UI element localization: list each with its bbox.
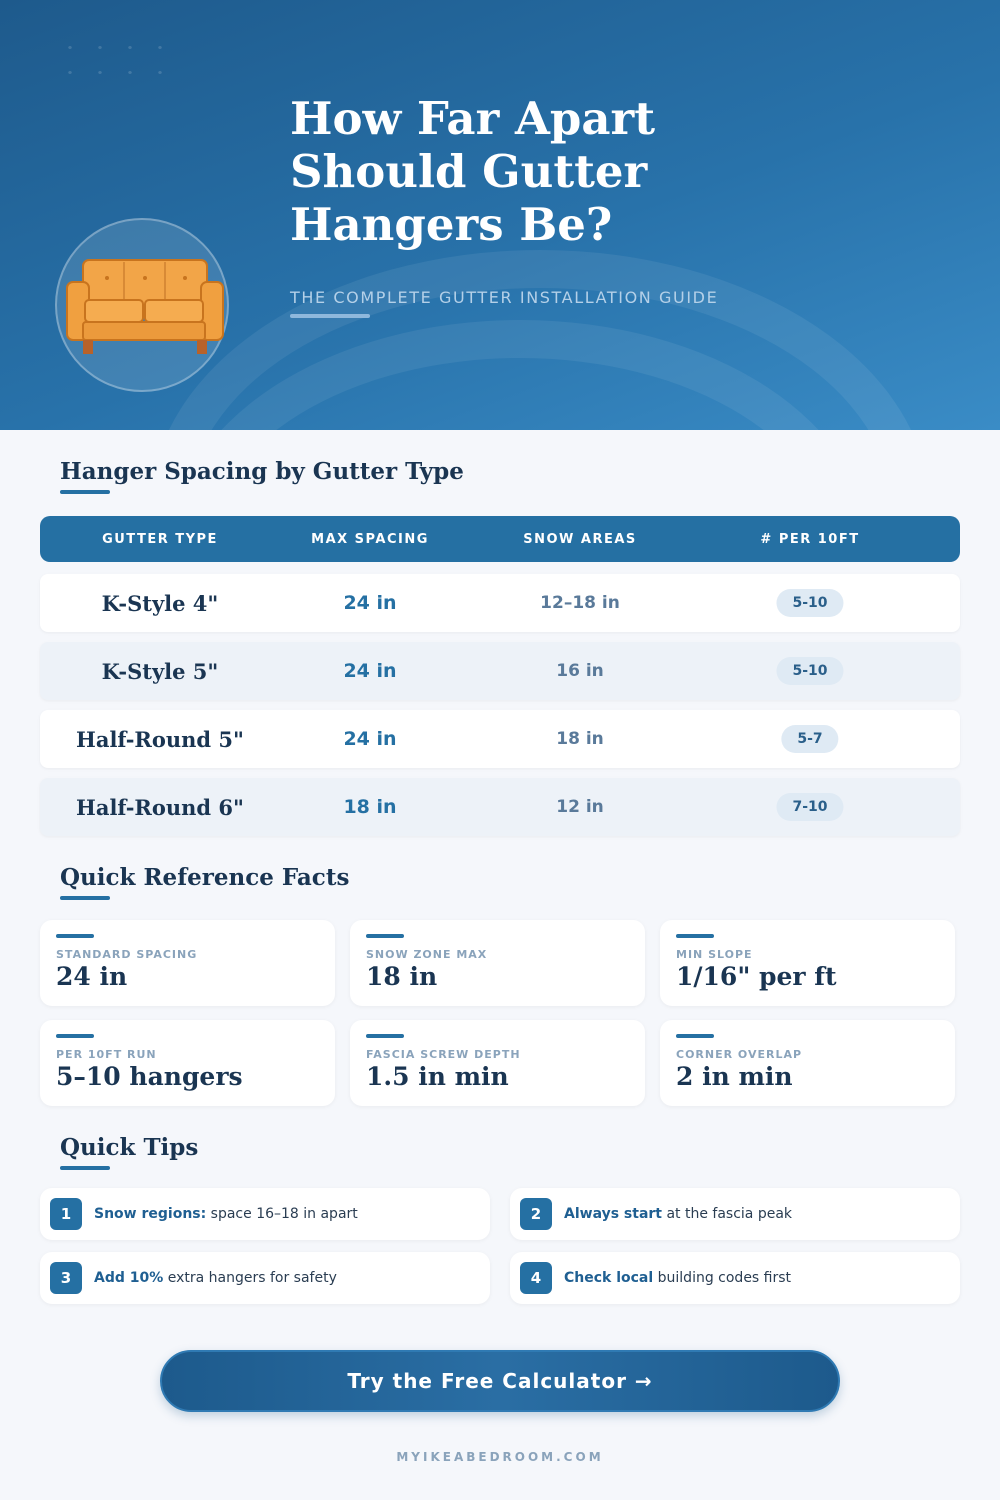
section-heading-spacing: Hanger Spacing by Gutter Type — [60, 458, 464, 485]
tip-emphasis: Add 10% — [94, 1270, 164, 1286]
page-title: How Far Apart Should Gutter Hangers Be? — [290, 92, 655, 251]
fact-label: PER 10FT RUN — [56, 1048, 157, 1061]
hero-banner: How Far Apart Should Gutter Hangers Be? … — [0, 0, 1000, 430]
per-10ft-badge: 7-10 — [776, 793, 844, 821]
fact-value: 18 in — [366, 962, 438, 991]
fact-value: 2 in min — [676, 1062, 793, 1091]
column-header: GUTTER TYPE — [102, 531, 218, 547]
accent-bar — [676, 1034, 714, 1038]
accent-bar — [56, 934, 94, 938]
fact-value: 1.5 in min — [366, 1062, 509, 1091]
per-10ft-badge: 5-10 — [776, 589, 844, 617]
accent-bar — [56, 1034, 94, 1038]
tip-number-badge: 3 — [50, 1262, 82, 1294]
tip-emphasis: Check local — [564, 1270, 654, 1286]
heading-underline — [60, 896, 110, 900]
tip-text: Snow regions: space 16–18 in apart — [94, 1206, 358, 1222]
tip-body: at the fascia peak — [662, 1206, 792, 1222]
dot-pattern — [55, 35, 165, 95]
fact-card: FASCIA SCREW DEPTH 1.5 in min — [350, 1020, 645, 1106]
snow-spacing: 16 in — [556, 661, 604, 681]
tip-item: 2 Always start at the fascia peak — [510, 1188, 960, 1240]
tip-item: 4 Check local building codes first — [510, 1252, 960, 1304]
tip-number-badge: 2 — [520, 1198, 552, 1230]
snow-spacing: 18 in — [556, 729, 604, 749]
fact-card: STANDARD SPACING 24 in — [40, 920, 335, 1006]
heading-underline — [60, 490, 110, 494]
fact-label: MIN SLOPE — [676, 948, 753, 961]
tip-emphasis: Snow regions: — [94, 1206, 207, 1222]
table-row: K-Style 4" 24 in 12–18 in 5-10 — [40, 574, 960, 632]
gutter-type: K-Style 4" — [101, 590, 219, 616]
heading-underline — [60, 1166, 110, 1170]
fact-value: 1/16" per ft — [676, 962, 837, 991]
sofa-icon — [66, 259, 224, 354]
max-spacing: 18 in — [343, 796, 397, 818]
per-10ft-badge: 5-10 — [776, 657, 844, 685]
fact-value: 5–10 hangers — [56, 1062, 243, 1091]
fact-label: STANDARD SPACING — [56, 948, 198, 961]
accent-bar — [366, 1034, 404, 1038]
free-calculator-button[interactable]: Try the Free Calculator → — [160, 1350, 840, 1412]
table-row: Half-Round 6" 18 in 12 in 7-10 — [40, 778, 960, 836]
fact-label: FASCIA SCREW DEPTH — [366, 1048, 521, 1061]
per-10ft-cell: 5-10 — [776, 574, 844, 632]
per-10ft-cell: 5-10 — [776, 642, 844, 700]
max-spacing: 24 in — [343, 660, 397, 682]
fact-label: SNOW ZONE MAX — [366, 948, 488, 961]
subtitle-underline — [290, 314, 370, 318]
fact-value: 24 in — [56, 962, 128, 991]
column-header: # PER 10FT — [760, 531, 860, 547]
table-row: K-Style 5" 24 in 16 in 5-10 — [40, 642, 960, 700]
accent-bar — [366, 934, 404, 938]
tip-emphasis: Always start — [564, 1206, 662, 1222]
column-header: MAX SPACING — [311, 531, 429, 547]
max-spacing: 24 in — [343, 592, 397, 614]
fact-card: MIN SLOPE 1/16" per ft — [660, 920, 955, 1006]
tip-text: Add 10% extra hangers for safety — [94, 1270, 337, 1286]
sofa-illustration — [55, 218, 229, 392]
accent-bar — [676, 934, 714, 938]
fact-card: CORNER OVERLAP 2 in min — [660, 1020, 955, 1106]
snow-spacing: 12–18 in — [540, 593, 620, 613]
table-header: GUTTER TYPE MAX SPACING SNOW AREAS # PER… — [40, 516, 960, 562]
gutter-type: Half-Round 6" — [76, 794, 244, 820]
table-row: Half-Round 5" 24 in 18 in 5-7 — [40, 710, 960, 768]
tip-item: 3 Add 10% extra hangers for safety — [40, 1252, 490, 1304]
section-heading-tips: Quick Tips — [60, 1134, 199, 1161]
title-line: Should Gutter — [290, 145, 648, 198]
subtitle: THE COMPLETE GUTTER INSTALLATION GUIDE — [290, 288, 719, 307]
fact-card: PER 10FT RUN 5–10 hangers — [40, 1020, 335, 1106]
tip-item: 1 Snow regions: space 16–18 in apart — [40, 1188, 490, 1240]
fact-label: CORNER OVERLAP — [676, 1048, 803, 1061]
snow-spacing: 12 in — [556, 797, 604, 817]
tip-number-badge: 1 — [50, 1198, 82, 1230]
fact-card: SNOW ZONE MAX 18 in — [350, 920, 645, 1006]
tip-number-badge: 4 — [520, 1262, 552, 1294]
title-line: How Far Apart — [290, 92, 655, 145]
gutter-type: K-Style 5" — [101, 658, 219, 684]
footer-site-name: MYIKEABEDROOM.COM — [396, 1450, 604, 1464]
section-heading-facts: Quick Reference Facts — [60, 864, 350, 891]
per-10ft-cell: 5-7 — [781, 710, 839, 768]
column-header: SNOW AREAS — [523, 531, 637, 547]
per-10ft-badge: 5-7 — [781, 725, 839, 753]
tip-body: extra hangers for safety — [163, 1270, 337, 1286]
tip-body: building codes first — [653, 1270, 792, 1286]
gutter-type: Half-Round 5" — [76, 726, 244, 752]
tip-text: Always start at the fascia peak — [564, 1206, 792, 1222]
max-spacing: 24 in — [343, 728, 397, 750]
per-10ft-cell: 7-10 — [776, 778, 844, 836]
tip-text: Check local building codes first — [564, 1270, 791, 1286]
tip-body: space 16–18 in apart — [206, 1206, 358, 1222]
title-line: Hangers Be? — [290, 198, 613, 251]
